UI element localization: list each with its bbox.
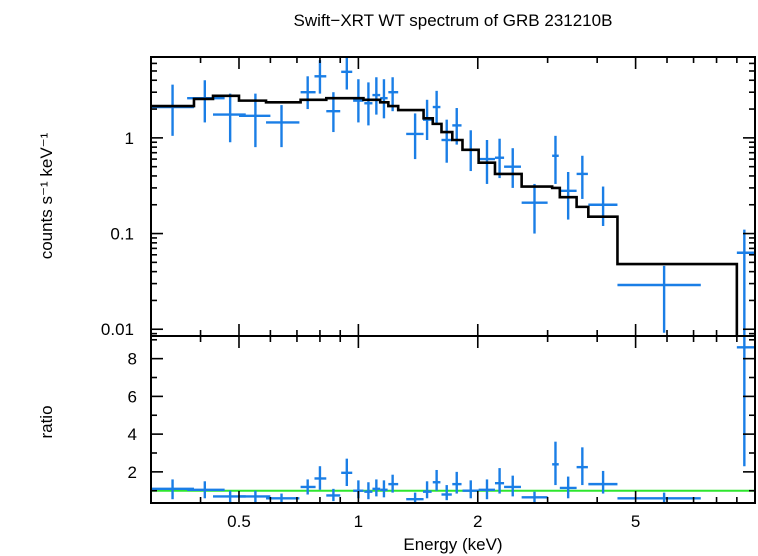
ratio-point [432,469,441,491]
lower-y-axis-title: ratio [37,405,56,438]
x-axis-title: Energy (keV) [403,535,502,554]
lower-y-tick-label: 2 [128,463,137,482]
spectrum-point [300,76,316,110]
lower-panel-frame [150,335,756,504]
spectrum-point [552,135,559,184]
ratio-point [300,479,316,495]
spectrum-point [504,148,521,188]
spectrum-point [588,186,618,226]
ratio-point [552,441,559,486]
ratio-point [266,493,300,503]
ratio-point [441,485,452,501]
upper-y-tick-label: 0.1 [110,225,134,244]
ratio-point [380,480,388,498]
spectrum-point [341,57,353,90]
spectrum-point [314,60,327,94]
ratio-point [187,481,225,499]
ratio-point [588,470,618,494]
ratio-point [422,481,432,499]
spectrum-point [213,93,246,143]
spectrum-point [452,108,462,145]
lower-y-tick-label: 6 [128,387,137,406]
lower-y-tick-label: 8 [128,350,137,369]
ratio-point [559,476,577,499]
spectrum-point [736,229,755,336]
ratio-point [314,466,327,490]
ratio-point [494,468,505,494]
upper-y-tick-label: 1 [125,129,134,148]
ratio-point [478,479,495,500]
ratio-point [388,474,399,493]
ratio-point [452,471,462,494]
lower-panel: 2 4 6 8 0.5 1 2 5 ratio Energy (keV) [37,335,756,554]
spectrum-point [559,171,577,220]
spectrum-point [521,183,548,234]
ratio-point [364,482,373,500]
spectrum-point [576,155,588,199]
spectrum-point [238,93,271,148]
spectrum-point [151,84,194,136]
spectrum-point [441,119,452,163]
spectrum-point [422,99,432,140]
ratio-point [151,479,194,500]
chart-title: Swift−XRT WT spectrum of GRB 231210B [294,11,613,30]
lower-y-tick-label: 4 [128,425,137,444]
x-tick-label: 2 [473,512,482,531]
lower-data-layer [151,336,755,503]
spectrum-point [617,265,701,333]
upper-y-axis-title: counts s⁻¹ keV⁻¹ [37,132,56,259]
spectrum-point [353,79,364,123]
ratio-point [341,458,353,487]
spectrum-point [406,113,424,160]
spectrum-point [494,138,505,179]
spectrum-point [364,82,373,126]
upper-panel: 0.01 0.1 1 counts s⁻¹ keV⁻¹ [37,56,756,339]
ratio-point [238,490,271,503]
x-tick-label: 0.5 [227,512,251,531]
spectrum-point [432,90,441,124]
ratio-point [326,488,341,502]
ratio-point [521,491,548,503]
spectrum-point [266,105,300,148]
ratio-point [372,479,381,497]
ratio-point [462,480,479,499]
ratio-point [576,447,588,486]
upper-model-layer [151,94,739,336]
spectrum-point [380,79,388,119]
ratio-point [617,492,701,503]
lower-ticks-layer: 2 4 6 8 0.5 1 2 5 [128,336,756,531]
ratio-point [504,475,521,497]
spectrum-point [372,77,381,115]
ratio-point [736,336,755,467]
model-histogram-line [151,94,739,336]
x-tick-label: 1 [354,512,363,531]
x-tick-label: 5 [631,512,640,531]
upper-y-tick-label: 0.01 [101,320,134,339]
ratio-point [406,492,424,503]
